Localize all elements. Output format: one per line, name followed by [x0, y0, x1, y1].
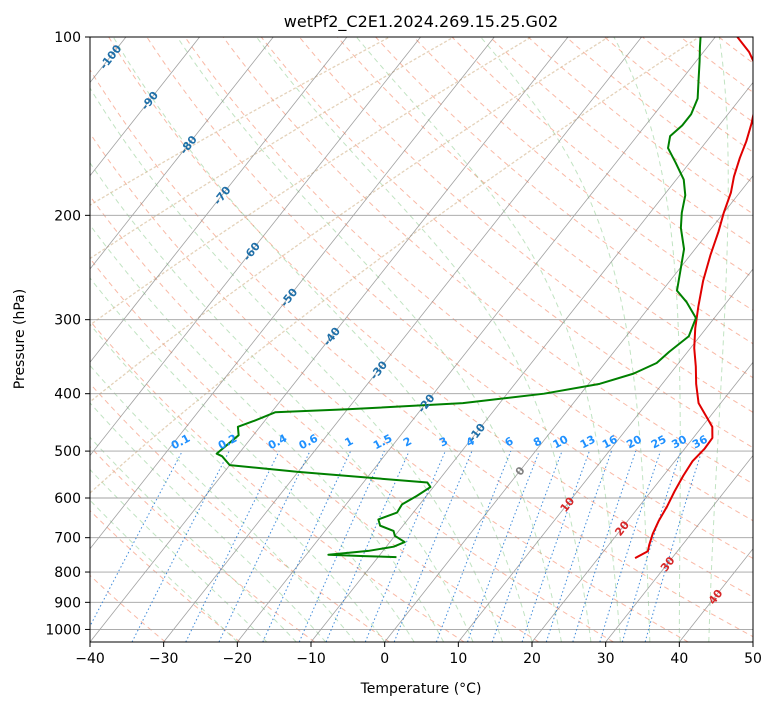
dry-adiabat — [90, 509, 241, 642]
moist-adiabat — [480, 37, 651, 642]
x-tick-label: 40 — [670, 651, 688, 667]
moist-adiabat — [176, 37, 562, 642]
plot-frame — [89, 36, 754, 643]
moist-adiabat — [90, 364, 356, 642]
mixing-ratio-line — [325, 450, 410, 642]
y-tick-label: 400 — [54, 387, 81, 403]
isotherm-line — [90, 37, 495, 550]
mixing-ratio-label: 25 — [649, 433, 669, 452]
isotherm-line — [90, 37, 421, 457]
moist-adiabat — [90, 436, 297, 642]
reference-curve — [90, 37, 700, 494]
x-tick-label: −20 — [223, 651, 253, 667]
y-tick-label: 1000 — [45, 622, 81, 638]
reference-curve — [90, 37, 609, 403]
isotherm-line — [237, 37, 716, 642]
dewpoint-profile — [215, 37, 702, 559]
profile-lines — [215, 37, 753, 560]
isotherm-line — [310, 81, 753, 642]
y-tick-label: 600 — [54, 491, 81, 507]
mixing-ratio-line — [644, 450, 703, 642]
mixing-ratio-line — [218, 450, 311, 642]
mixing-ratio-label: 10 — [551, 433, 571, 452]
mixing-ratio-line — [262, 450, 352, 642]
mixing-ratio-label: 30 — [669, 433, 689, 452]
isotherm-line — [458, 268, 753, 642]
y-axis: 100 200 300 400 500 600 700 800 900 1000 — [45, 30, 90, 638]
dry-adiabat — [604, 37, 753, 153]
x-tick-label: 10 — [449, 651, 467, 667]
mixing-ratio-label: 20 — [624, 433, 644, 452]
moist-adiabat — [112, 37, 533, 642]
y-tick-label: 200 — [54, 208, 81, 224]
mixing-ratio-label: 16 — [600, 433, 620, 452]
moist-adiabat — [90, 402, 327, 642]
y-axis-label: Pressure (hPa) — [12, 289, 28, 389]
moist-adiabat — [613, 37, 681, 642]
isotherm-line — [605, 454, 753, 642]
isotherm-line — [90, 37, 348, 363]
x-tick-label: −30 — [149, 651, 179, 667]
x-tick-label: 30 — [597, 651, 615, 667]
mixing-ratio-line — [521, 450, 590, 642]
reference-curve — [90, 37, 390, 206]
y-tick-label: 800 — [54, 565, 81, 581]
dry-adiabat — [337, 37, 753, 379]
moist-adiabat — [90, 162, 474, 642]
mixing-ratio-line — [621, 450, 682, 642]
mixing-ratio-label: 36 — [690, 433, 710, 452]
isotherm-line — [384, 175, 753, 642]
x-axis: −40 −30 −20 −10 0 10 20 30 40 50 — [75, 642, 762, 667]
x-tick-label: −40 — [75, 651, 105, 667]
moist-adiabat — [355, 37, 621, 642]
mixing-ratio-line — [545, 450, 612, 642]
moist-adiabat — [90, 323, 386, 642]
dry-adiabat — [565, 37, 753, 184]
x-tick-label: 20 — [523, 651, 541, 667]
reference-curve — [90, 37, 455, 260]
dry-adiabat — [90, 257, 540, 642]
plot-area — [90, 37, 753, 642]
isotherm-line — [90, 37, 200, 177]
y-tick-label: 900 — [54, 595, 81, 611]
moist-adiabat — [256, 37, 592, 642]
x-tick-label: 0 — [380, 651, 389, 667]
mixing-ratio-line — [491, 450, 563, 642]
chart-title: wetPf2_C2E1.2024.269.15.25.G02 — [284, 12, 558, 32]
y-tick-label: 300 — [54, 313, 81, 329]
isotherm-line — [531, 361, 753, 642]
y-tick-label: 100 — [54, 30, 81, 46]
background-lines — [90, 37, 753, 642]
dry-adiabat — [375, 37, 753, 345]
y-tick-label: 700 — [54, 531, 81, 547]
dry-adiabat — [90, 320, 465, 642]
moist-adiabat — [90, 277, 415, 642]
x-tick-label: 50 — [744, 651, 762, 667]
moist-adiabat — [708, 37, 729, 642]
dry-adiabat — [108, 37, 753, 598]
isotherm-line — [163, 37, 642, 642]
dry-adiabat — [90, 132, 689, 642]
dry-adiabat — [527, 37, 753, 215]
mixing-ratio-line — [298, 450, 385, 642]
mixing-ratio-line — [572, 450, 637, 642]
dry-adiabat — [260, 37, 753, 449]
dry-adiabat — [90, 68, 753, 638]
mixing-ratio-line — [599, 450, 661, 642]
isotherm-line — [90, 37, 274, 270]
dry-adiabat — [298, 37, 753, 413]
mixing-ratio-line — [364, 450, 446, 642]
temperature-profile — [634, 37, 753, 560]
x-tick-label: −10 — [296, 651, 326, 667]
isotherm-line — [90, 37, 569, 642]
mixing-ratio-label: 13 — [578, 433, 598, 452]
mixing-ratio-line — [185, 450, 280, 642]
reference-curve — [90, 37, 532, 326]
x-axis-label: Temperature (°C) — [360, 681, 482, 697]
y-tick-label: 500 — [54, 444, 81, 460]
